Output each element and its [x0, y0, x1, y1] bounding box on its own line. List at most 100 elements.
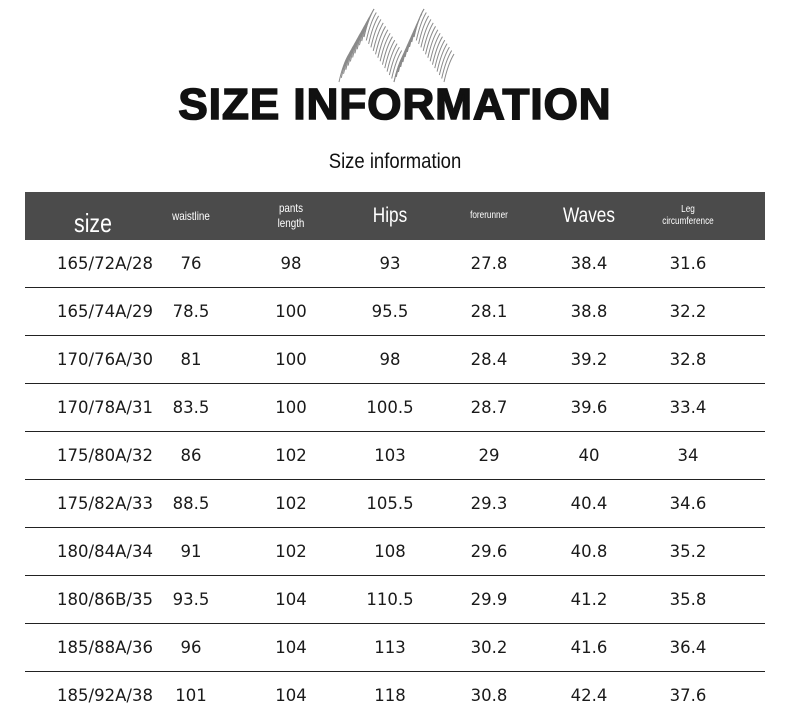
cell-forerunner: 30.2 — [470, 637, 508, 657]
cell-size: 170/78A/31 — [57, 397, 153, 417]
cell-waistline: 78.5 — [172, 301, 210, 321]
cell-size: 170/76A/30 — [57, 349, 153, 369]
cell-pants-length: 100 — [275, 397, 307, 417]
header-forerunner: forerunner — [470, 209, 508, 221]
cell-waves: 40.4 — [570, 493, 608, 513]
cell-forerunner: 28.4 — [470, 349, 508, 369]
cell-waves: 42.4 — [570, 685, 608, 705]
cell-forerunner: 29.9 — [470, 589, 508, 609]
header-pants-length: pants length — [250, 192, 332, 240]
logo-scribble-stroke — [363, 8, 405, 83]
cell-pants-length: 98 — [280, 253, 302, 273]
cell-leg-circumference: 32.8 — [669, 349, 707, 369]
header-pants-line2: length — [277, 216, 305, 230]
cell-hips: 93 — [379, 253, 401, 273]
cell-waistline: 76 — [180, 253, 202, 273]
cell-waistline: 88.5 — [172, 493, 210, 513]
cell-leg-circumference: 35.8 — [669, 589, 707, 609]
cell-leg-circumference: 34.6 — [669, 493, 707, 513]
table-row: 185/92A/38 101 104 118 30.8 42.4 37.6 — [25, 672, 765, 720]
table-row: 165/72A/28 76 98 93 27.8 38.4 31.6 — [25, 240, 765, 288]
cell-leg-circumference: 32.2 — [669, 301, 707, 321]
cell-forerunner: 28.1 — [470, 301, 508, 321]
cell-hips: 113 — [374, 637, 406, 657]
cell-waves: 41.6 — [570, 637, 608, 657]
cell-waves: 38.4 — [570, 253, 608, 273]
cell-pants-length: 100 — [275, 349, 307, 369]
table-row: 175/82A/33 88.5 102 105.5 29.3 40.4 34.6 — [25, 480, 765, 528]
size-table-body: 165/72A/28 76 98 93 27.8 38.4 31.6 165/74A/29 78… — [25, 240, 765, 720]
cell-forerunner: 29.6 — [470, 541, 508, 561]
cell-hips: 118 — [374, 685, 406, 705]
cell-waistline: 86 — [180, 445, 202, 465]
cell-hips: 110.5 — [366, 589, 414, 609]
cell-size: 185/88A/36 — [57, 637, 153, 657]
cell-pants-length: 102 — [275, 493, 307, 513]
cell-size: 175/80A/32 — [57, 445, 153, 465]
table-row: 165/74A/29 78.5 100 95.5 28.1 38.8 32.2 — [25, 288, 765, 336]
cell-forerunner: 29.3 — [470, 493, 508, 513]
cell-pants-length: 100 — [275, 301, 307, 321]
cell-size: 185/92A/38 — [57, 685, 153, 705]
cell-size: 165/74A/29 — [57, 301, 153, 321]
header-leg-line1: Leg — [681, 203, 695, 215]
cell-pants-length: 102 — [275, 445, 307, 465]
cell-waves: 39.2 — [570, 349, 608, 369]
cell-waistline: 91 — [180, 541, 202, 561]
header-size: size — [74, 207, 112, 238]
table-row: 170/76A/30 81 100 98 28.4 39.2 32.8 — [25, 336, 765, 384]
cell-pants-length: 102 — [275, 541, 307, 561]
cell-hips: 103 — [374, 445, 406, 465]
cell-leg-circumference: 37.6 — [669, 685, 707, 705]
header-leg-circumference: Leg circumference — [639, 192, 737, 240]
cell-waves: 39.6 — [570, 397, 608, 417]
table-row: 185/88A/36 96 104 113 30.2 41.6 36.4 — [25, 624, 765, 672]
logo-scribble-stroke — [338, 8, 375, 83]
cell-pants-length: 104 — [275, 685, 307, 705]
cell-leg-circumference: 35.2 — [669, 541, 707, 561]
cell-size: 180/84A/34 — [57, 541, 153, 561]
cell-forerunner: 30.8 — [470, 685, 508, 705]
header-waistline: waistline — [172, 208, 210, 223]
cell-waves: 38.8 — [570, 301, 608, 321]
cell-waistline: 81 — [180, 349, 202, 369]
cell-pants-length: 104 — [275, 637, 307, 657]
table-row: 180/84A/34 91 102 108 29.6 40.8 35.2 — [25, 528, 765, 576]
cell-hips: 95.5 — [371, 301, 409, 321]
cell-waves: 40 — [578, 445, 600, 465]
table-row: 170/78A/31 83.5 100 100.5 28.7 39.6 33.4 — [25, 384, 765, 432]
table-caption: Size information — [328, 150, 462, 173]
cell-hips: 108 — [374, 541, 406, 561]
cell-forerunner: 28.7 — [470, 397, 508, 417]
cell-forerunner: 27.8 — [470, 253, 508, 273]
cell-waistline: 83.5 — [172, 397, 210, 417]
header-waves: Waves — [563, 203, 615, 227]
brand-logo-scribble-m — [338, 8, 455, 83]
cell-forerunner: 29 — [478, 445, 500, 465]
cell-hips: 100.5 — [366, 397, 414, 417]
logo-scribble-stroke — [413, 8, 455, 83]
logo-scribble-stroke — [393, 8, 425, 83]
page-title: SIZE INFORMATION — [178, 79, 612, 130]
cell-hips: 98 — [379, 349, 401, 369]
cell-size: 165/72A/28 — [57, 253, 153, 273]
cell-leg-circumference: 31.6 — [669, 253, 707, 273]
cell-size: 180/86B/35 — [57, 589, 153, 609]
cell-leg-circumference: 36.4 — [669, 637, 707, 657]
header-pants-line1: pants — [278, 201, 304, 215]
table-row: 175/80A/32 86 102 103 29 40 34 — [25, 432, 765, 480]
cell-waistline: 101 — [175, 685, 207, 705]
table-row: 180/86B/35 93.5 104 110.5 29.9 41.2 35.8 — [25, 576, 765, 624]
table-header: size waistline pants length Hips forerun… — [25, 192, 765, 240]
header-leg-line2: circumference — [662, 216, 714, 227]
header-hips: Hips — [372, 203, 408, 227]
cell-size: 175/82A/33 — [57, 493, 153, 513]
cell-pants-length: 104 — [275, 589, 307, 609]
cell-hips: 105.5 — [366, 493, 414, 513]
cell-waistline: 96 — [180, 637, 202, 657]
cell-leg-circumference: 33.4 — [669, 397, 707, 417]
cell-waistline: 93.5 — [172, 589, 210, 609]
cell-waves: 41.2 — [570, 589, 608, 609]
cell-leg-circumference: 34 — [677, 445, 699, 465]
cell-waves: 40.8 — [570, 541, 608, 561]
